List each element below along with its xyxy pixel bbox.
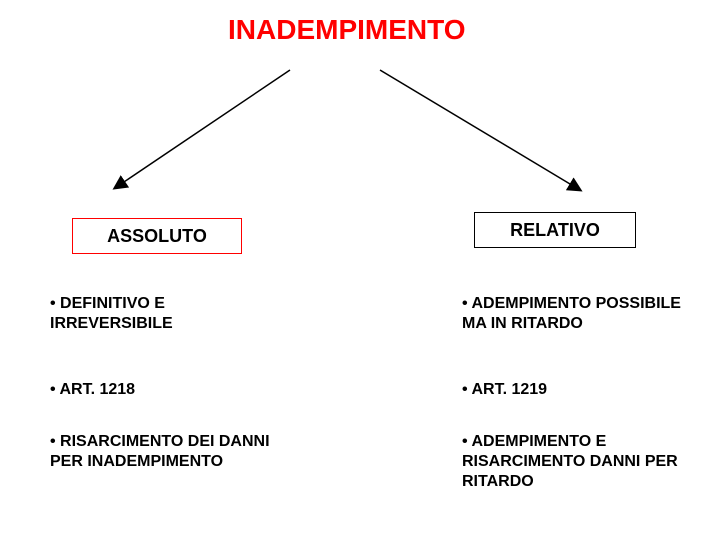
arrow-left — [115, 70, 290, 188]
arrow-right — [380, 70, 580, 190]
left-bullet-1: • DEFINITIVO E IRREVERSIBILE — [50, 294, 270, 334]
assoluto-label: ASSOLUTO — [107, 226, 207, 247]
relativo-label: RELATIVO — [510, 220, 600, 241]
relativo-box: RELATIVO — [474, 212, 636, 248]
slide: INADEMPIMENTO ASSOLUTO RELATIVO • DEFINI… — [0, 0, 720, 540]
right-bullet-3: • ADEMPIMENTO E RISARCIMENTO DANNI PER R… — [462, 432, 682, 492]
right-bullet-2: • ART. 1219 — [462, 380, 682, 400]
slide-title: INADEMPIMENTO — [228, 14, 466, 46]
left-bullet-3: • RISARCIMENTO DEI DANNI PER INADEMPIMEN… — [50, 432, 270, 472]
right-bullet-1: • ADEMPIMENTO POSSIBILE MA IN RITARDO — [462, 294, 682, 334]
left-bullet-2: • ART. 1218 — [50, 380, 270, 400]
assoluto-box: ASSOLUTO — [72, 218, 242, 254]
